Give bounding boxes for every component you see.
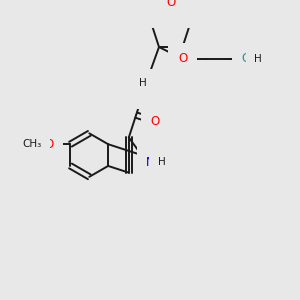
Text: N: N [139,86,148,99]
Text: H: H [254,54,262,64]
Text: O: O [151,115,160,128]
Text: N: N [146,156,155,169]
Text: O: O [242,52,251,65]
Text: O: O [166,0,176,9]
Text: O: O [178,52,187,65]
Text: H: H [158,157,165,167]
Text: H: H [140,78,147,88]
Text: CH₃: CH₃ [23,139,42,149]
Text: O: O [44,138,53,151]
